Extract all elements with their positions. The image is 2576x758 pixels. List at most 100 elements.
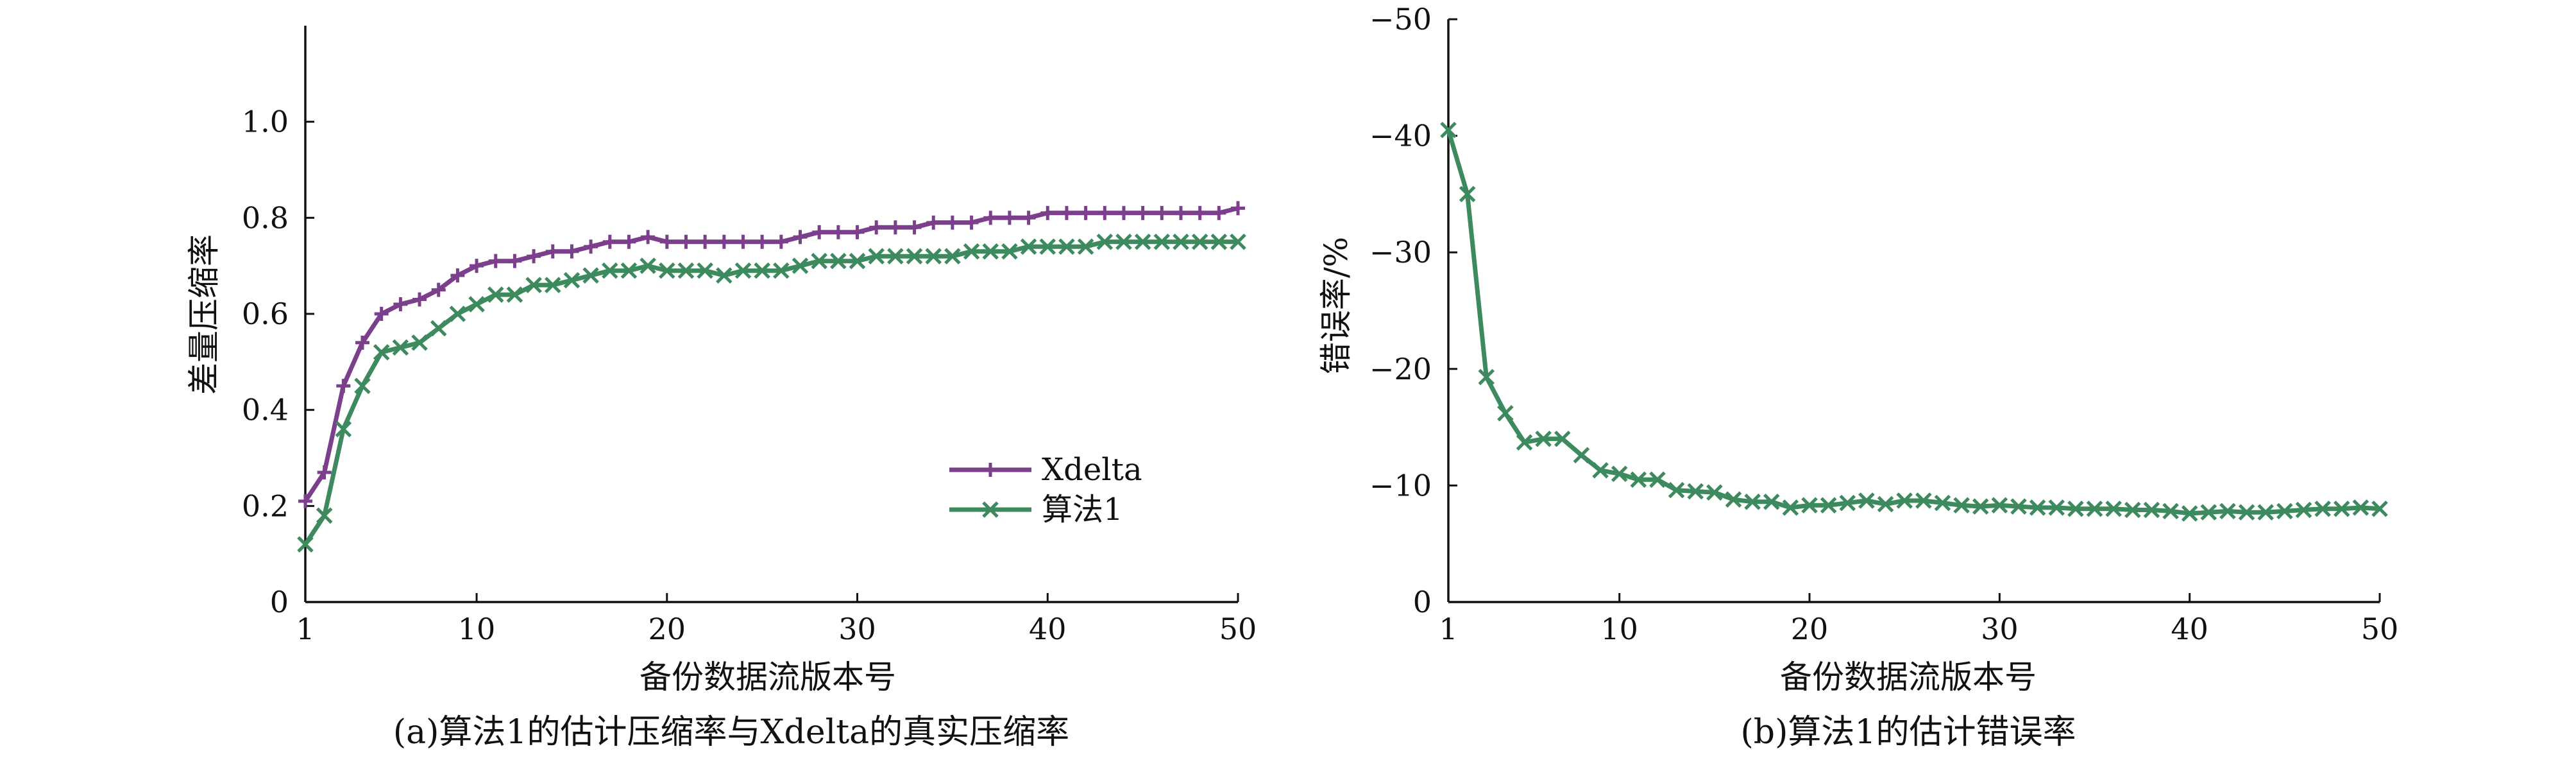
chart-b-series-0-point-45 xyxy=(2276,503,2293,520)
chart-b-series-0-point-14-d2 xyxy=(1687,483,1704,500)
chart-a-series-1-point-24 xyxy=(734,262,752,279)
chart-b-error-rate: 错误率/% 备份数据流版本号 (b)算法1的估计错误率 1 10 20 30 40 50 0… xyxy=(1318,2,2398,752)
chart-a-y-tick-label-5: 1.0 xyxy=(242,105,289,139)
chart-a-series-1-point-16-d2 xyxy=(582,267,599,284)
chart-a-series-1-point-12-d2 xyxy=(506,286,523,303)
chart-a-series-0-point-23 xyxy=(716,234,731,249)
chart-a-series-1-point-41 xyxy=(1058,238,1075,255)
chart-a-series-1-point-4-d2 xyxy=(354,377,371,395)
chart-a-legend-0-marker xyxy=(983,463,997,477)
chart-a-series-1-point-39-d2 xyxy=(1020,238,1037,255)
chart-a-series-0-point-19 xyxy=(641,230,656,245)
chart-a-series-0-point-7 xyxy=(412,292,427,307)
chart-b-series-0-point-48 xyxy=(2333,500,2350,517)
chart-b-series-0-point-38 xyxy=(2143,501,2160,519)
chart-b-series-0-point-1-d2 xyxy=(1440,121,1457,139)
chart-b-series-0-point-41-d2 xyxy=(2200,504,2217,521)
chart-a-series-1-point-45 xyxy=(1134,233,1151,250)
chart-a-series-1-point-27-d2 xyxy=(792,257,809,274)
chart-a-series-0-point-27 xyxy=(793,230,808,245)
chart-b-x-tick-label-5: 50 xyxy=(2361,612,2399,646)
chart-a-series-0-point-14 xyxy=(545,244,560,259)
chart-b-series-0-point-43-d2 xyxy=(2238,504,2255,521)
chart-a-series-1-point-10-d2 xyxy=(468,296,485,313)
chart-a-series-1-point-49-d2 xyxy=(1210,233,1228,250)
chart-b-series-0-point-28 xyxy=(1953,497,1970,514)
chart-a-series-1-point-32-d2 xyxy=(887,248,904,264)
chart-b-series-0-point-4 xyxy=(1497,405,1514,422)
chart-a-series-0-point-31 xyxy=(869,220,884,235)
chart-b-series-0-point-6-d2 xyxy=(1535,430,1552,447)
chart-a-series-0-point-40 xyxy=(1040,205,1055,220)
chart-b-x-tick-label-2: 20 xyxy=(1791,612,1829,646)
chart-b-series-0-point-9 xyxy=(1592,462,1609,479)
chart-a-y-axis-label: 差量压缩率 xyxy=(185,234,223,395)
chart-b-series-0-point-36 xyxy=(2105,500,2122,517)
chart-b-series-0-point-46-d2 xyxy=(2295,501,2312,519)
chart-b-series-0-point-39-d2 xyxy=(2162,503,2179,520)
chart-b-series-0-point-23-d2 xyxy=(1858,492,1875,509)
chart-b-series-0-point-7 xyxy=(1554,430,1571,447)
chart-a-series-1-point-34 xyxy=(925,248,942,264)
chart-b-series-0-point-28-d2 xyxy=(1953,497,1970,514)
chart-b-series-0-point-3 xyxy=(1478,368,1495,386)
chart-b-series-0-point-10 xyxy=(1611,465,1628,483)
chart-b-series-0-point-7-d2 xyxy=(1554,430,1571,447)
chart-a-compression-rate: 差量压缩率 备份数据流版本号 (a)算法1的估计压缩率与Xdelta的真实压缩率… xyxy=(185,26,1257,752)
chart-b-series-0-point-30 xyxy=(1991,497,2008,514)
chart-a-series-1-point-8-d2 xyxy=(430,320,447,337)
chart-a-series-0-point-13 xyxy=(527,249,541,264)
chart-b-series-0-point-24-d2 xyxy=(1877,495,1894,513)
chart-a-x-tick-label-1: 10 xyxy=(458,612,496,646)
chart-a-series-1-point-28-d2 xyxy=(811,252,827,270)
chart-b-series-0-point-6 xyxy=(1535,430,1552,447)
chart-a-series-0-point-20 xyxy=(659,234,674,249)
chart-b-series-0-point-39 xyxy=(2162,503,2179,520)
chart-b-series-0-point-21 xyxy=(1820,497,1837,514)
chart-a-series-1-point-49 xyxy=(1210,233,1228,250)
chart-a-series-1-point-3-d2 xyxy=(335,420,352,438)
chart-b-series-0-point-8 xyxy=(1573,447,1590,463)
chart-a-series-1-point-30-d2 xyxy=(849,252,866,270)
chart-a-series-1-point-15-d2 xyxy=(563,271,580,289)
chart-a-series-0-point-43 xyxy=(1097,205,1112,220)
chart-a-series-1-point-11-d2 xyxy=(487,286,504,303)
chart-b-series-0-point-50 xyxy=(2371,500,2388,517)
chart-b-series-0-point-11 xyxy=(1630,471,1647,488)
chart-a-series-1-point-31 xyxy=(868,248,885,264)
chart-a-series-1-point-43-d2 xyxy=(1096,233,1114,250)
chart-b-series-0-point-20 xyxy=(1801,497,1818,514)
chart-a-series-1-point-47 xyxy=(1173,233,1189,250)
chart-a-series-1-point-37 xyxy=(982,243,999,260)
chart-a-series-1-point-40 xyxy=(1039,238,1056,255)
chart-b-series-0-point-32 xyxy=(2029,499,2046,516)
chart-a-series-0-point-29 xyxy=(831,225,845,239)
chart-b-series-0-point-2-d2 xyxy=(1459,185,1476,203)
chart-a-series-1-point-27 xyxy=(792,257,809,274)
chart-a-series-0-point-28 xyxy=(812,225,827,239)
chart-a-series-1-point-33-d2 xyxy=(906,248,923,264)
chart-a-x-tick-label-4: 40 xyxy=(1029,612,1067,646)
chart-a-series-1-point-23-d2 xyxy=(716,267,733,284)
chart-a-series-0-point-45 xyxy=(1135,205,1150,220)
chart-b-series-0-point-17-d2 xyxy=(1744,494,1761,510)
chart-a-series-0-point-33 xyxy=(907,220,922,235)
chart-a-series-1-point-1-d2 xyxy=(297,536,314,553)
chart-a-y-tick-label-1: 0.2 xyxy=(242,488,289,523)
chart-a-series-0-point-22 xyxy=(698,234,713,249)
chart-a-series-0-point-30 xyxy=(850,225,865,239)
chart-a-series-0-point-39 xyxy=(1021,211,1036,225)
chart-a-series-1-point-5-d2 xyxy=(373,344,390,361)
chart-b-series-0-point-25 xyxy=(1896,492,1913,509)
chart-a-series-1-point-17-d2 xyxy=(602,262,618,279)
chart-b-series-0-point-46 xyxy=(2295,501,2312,519)
chart-a-series-1-point-7-d2 xyxy=(411,334,428,351)
chart-a-y-tick-label-0: 0 xyxy=(270,585,289,619)
chart-a-series-1-point-3 xyxy=(335,420,352,438)
chart-a-series-0-point-2 xyxy=(317,465,332,479)
chart-a-series-0-point-38 xyxy=(1002,211,1017,225)
chart-a-series-1-point-6 xyxy=(392,339,409,356)
chart-b-series-0-point-34-d2 xyxy=(2067,500,2084,517)
chart-a-series-1-point-26 xyxy=(773,262,790,279)
chart-b-series-0-point-21-d2 xyxy=(1820,497,1837,514)
